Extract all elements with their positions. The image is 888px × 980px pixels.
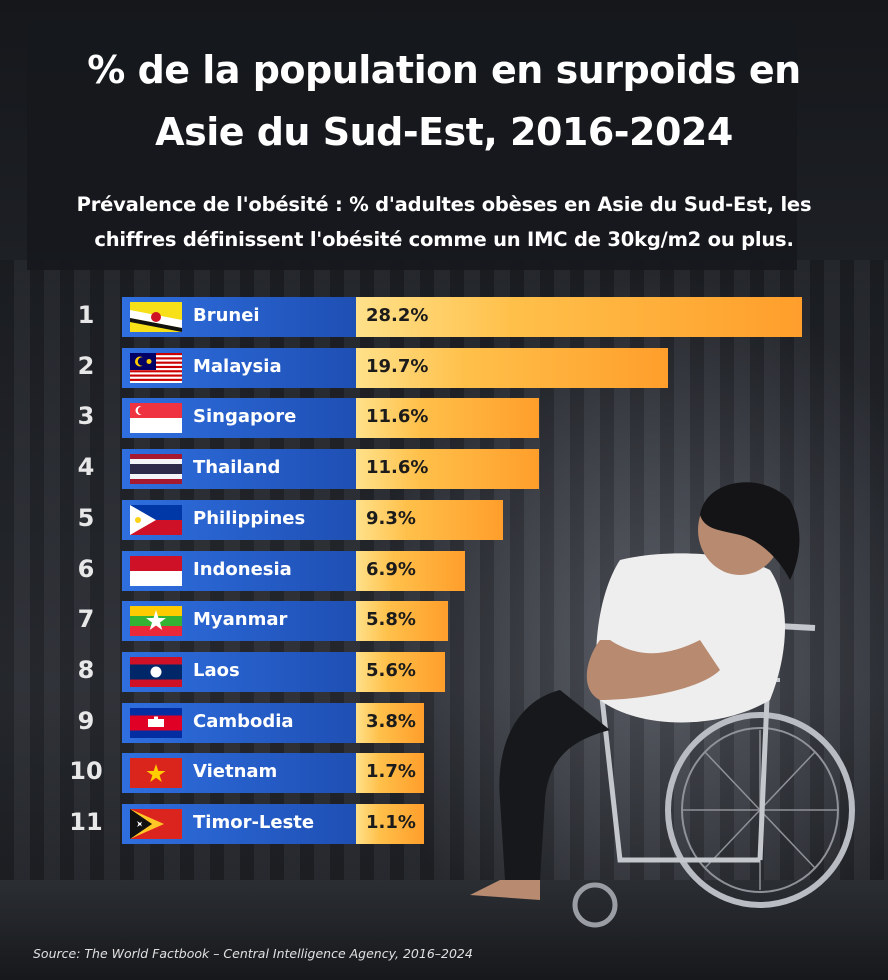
bar-row: 8 Laos 5.6% bbox=[0, 651, 888, 692]
chart-subtitle-line-2: chiffres définissent l'obésité comme un … bbox=[94, 228, 794, 251]
bar: 11.6% bbox=[356, 398, 540, 439]
bar-row: 2 Malaysia 19.7% bbox=[0, 347, 888, 388]
bar-row: 4 Thailand 11.6% bbox=[0, 449, 888, 490]
source-note: Source: The World Factbook – Central Int… bbox=[33, 946, 473, 961]
bar: 19.7% bbox=[356, 347, 668, 388]
bar-row: 5 Philippines 9.3% bbox=[0, 499, 888, 540]
data-label: 1.1% bbox=[366, 812, 416, 833]
data-label: 28.2% bbox=[366, 305, 429, 326]
data-label: 9.3% bbox=[366, 507, 416, 529]
rank-label: 5 bbox=[77, 503, 95, 532]
category-label: Thailand bbox=[193, 457, 281, 479]
timor-leste-flag bbox=[130, 809, 182, 839]
category-label: Myanmar bbox=[193, 609, 288, 631]
rank-label: 2 bbox=[77, 351, 95, 380]
bar-row: 6 Indonesia 6.9% bbox=[0, 550, 888, 591]
background-floor bbox=[0, 880, 888, 980]
data-label: 19.7% bbox=[366, 355, 429, 377]
category-label-box: Cambodia bbox=[122, 702, 356, 743]
bar-row: 10 Vietnam 1.7% bbox=[0, 753, 888, 794]
vietnam-flag bbox=[130, 758, 182, 789]
bar-row: 3 Singapore 11.6% bbox=[0, 398, 888, 439]
myanmar-flag bbox=[130, 606, 182, 637]
bar: 3.8% bbox=[356, 702, 424, 743]
bar: 11.6% bbox=[356, 449, 540, 490]
category-label: Philippines bbox=[193, 507, 306, 529]
category-label: Indonesia bbox=[193, 558, 292, 580]
category-label-box: Timor-Leste bbox=[122, 804, 356, 844]
malaysia-flag bbox=[130, 352, 182, 383]
rank-label: 7 bbox=[77, 605, 95, 634]
data-label: 11.6% bbox=[366, 406, 429, 428]
data-label: 5.8% bbox=[366, 609, 416, 631]
chart-subtitle-line-1: Prévalence de l'obésité : % d'adultes ob… bbox=[76, 193, 812, 216]
category-label-box: Brunei bbox=[122, 297, 356, 337]
bar: 5.6% bbox=[356, 651, 445, 692]
bar: 28.2% bbox=[356, 297, 802, 337]
category-label: Vietnam bbox=[193, 761, 278, 783]
bar: 9.3% bbox=[356, 499, 504, 540]
rank-label: 1 bbox=[77, 301, 95, 329]
category-label: Laos bbox=[193, 659, 240, 681]
rank-label: 10 bbox=[69, 757, 103, 786]
data-label: 1.7% bbox=[366, 761, 416, 783]
data-label: 11.6% bbox=[366, 457, 429, 479]
bar: 6.9% bbox=[356, 550, 466, 591]
bar: 1.1% bbox=[356, 804, 424, 844]
bar-row: 1 Brunei 28.2% bbox=[0, 297, 888, 337]
rank-label: 9 bbox=[77, 706, 95, 735]
laos-flag bbox=[130, 656, 182, 687]
category-label-box: Thailand bbox=[122, 449, 356, 490]
rank-label: 11 bbox=[69, 808, 103, 836]
rank-label: 8 bbox=[77, 655, 95, 684]
chart-title-line-1: % de la population en surpoids en bbox=[87, 48, 801, 92]
rank-label: 3 bbox=[77, 402, 95, 431]
title-panel bbox=[27, 22, 797, 270]
bar-row: 7 Myanmar 5.8% bbox=[0, 601, 888, 642]
brunei-flag bbox=[130, 302, 182, 332]
category-label-box: Myanmar bbox=[122, 601, 356, 642]
data-label: 3.8% bbox=[366, 710, 416, 732]
bar: 5.8% bbox=[356, 601, 448, 642]
category-label-box: Laos bbox=[122, 651, 356, 692]
data-label: 6.9% bbox=[366, 558, 416, 580]
category-label-box: Indonesia bbox=[122, 550, 356, 591]
rank-label: 6 bbox=[77, 554, 95, 583]
category-label-box: Singapore bbox=[122, 398, 356, 439]
philippines-flag bbox=[130, 504, 182, 535]
category-label-box: Malaysia bbox=[122, 347, 356, 388]
indonesia-flag bbox=[130, 555, 182, 586]
bar-row: 11 Timor-Leste 1.1% bbox=[0, 804, 888, 844]
thailand-flag bbox=[130, 454, 182, 485]
cambodia-flag bbox=[130, 707, 182, 738]
category-label: Timor-Leste bbox=[193, 812, 315, 833]
category-label-box: Vietnam bbox=[122, 753, 356, 794]
chart-title-line-2: Asie du Sud-Est, 2016-2024 bbox=[155, 110, 733, 154]
category-label: Cambodia bbox=[193, 710, 294, 732]
rank-label: 4 bbox=[77, 453, 95, 482]
category-label: Malaysia bbox=[193, 355, 282, 377]
category-label: Singapore bbox=[193, 406, 297, 428]
bar-row: 9 Cambodia 3.8% bbox=[0, 702, 888, 743]
category-label: Brunei bbox=[193, 305, 260, 326]
bar: 1.7% bbox=[356, 753, 424, 794]
category-label-box: Philippines bbox=[122, 499, 356, 540]
singapore-flag bbox=[130, 403, 182, 434]
data-label: 5.6% bbox=[366, 659, 416, 681]
